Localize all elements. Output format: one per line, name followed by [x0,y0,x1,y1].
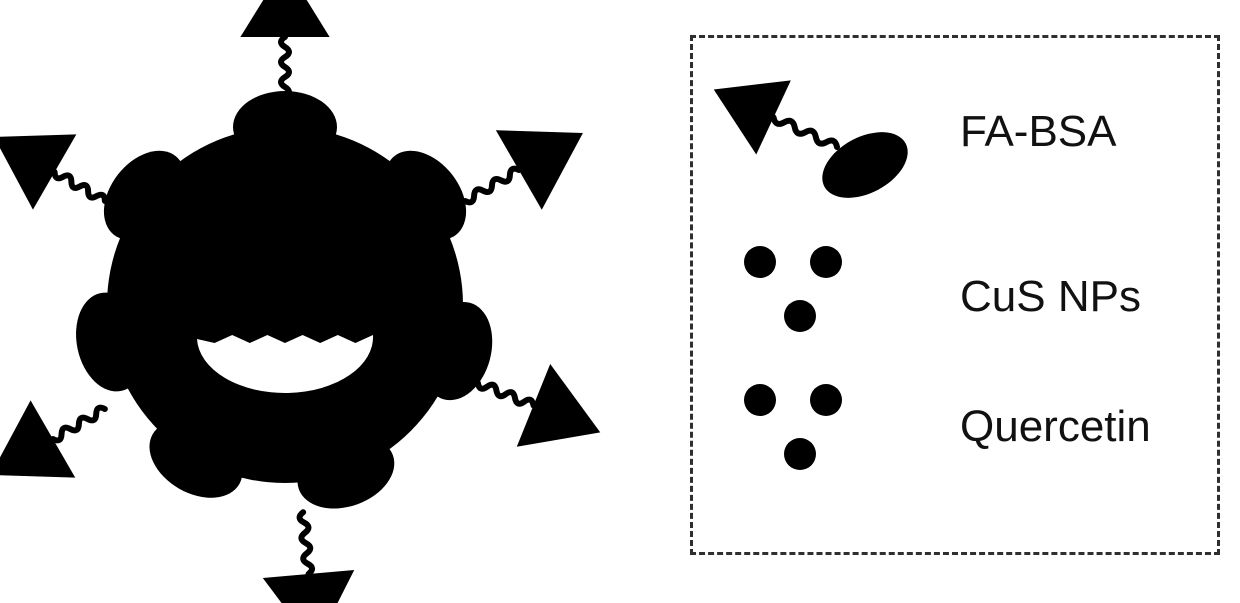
diagram-canvas: FA-BSA CuS NPs Quercetin [0,0,1240,603]
legend-label-fa-bsa: FA-BSA [960,107,1117,157]
legend-label-quercetin: Quercetin [960,402,1151,452]
legend-label-cus-nps: CuS NPs [960,272,1141,322]
